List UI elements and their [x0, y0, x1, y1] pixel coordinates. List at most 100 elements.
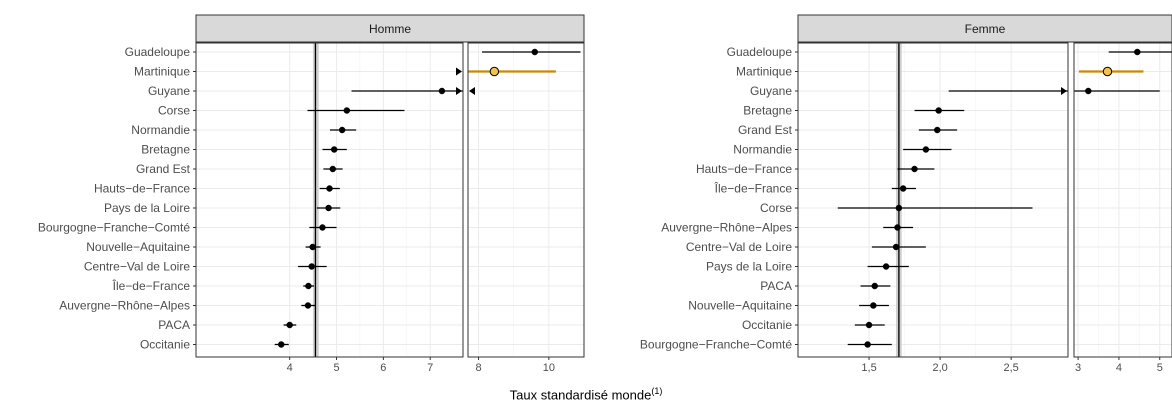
x-tick-label: 2,5 — [1004, 362, 1019, 374]
data-point — [329, 165, 337, 173]
category-label: Normandie — [733, 143, 792, 157]
category-label: Grand Est — [136, 162, 191, 176]
x-axis-title: Taux standardisé monde(1) — [0, 386, 1172, 402]
data-point — [934, 126, 941, 134]
data-point — [892, 243, 900, 251]
x-tick-label: 5 — [333, 362, 339, 374]
x-tick-label: 10 — [543, 362, 555, 374]
data-point — [286, 321, 293, 329]
facet-strip — [797, 14, 1172, 43]
data-point — [1134, 48, 1141, 56]
x-tick-label: 1,5 — [861, 362, 876, 374]
x-tick-label: 4 — [1116, 362, 1122, 374]
category-label: Corse — [158, 104, 190, 118]
x-axis-title-note: (1) — [651, 386, 663, 396]
category-label: Grand Est — [738, 123, 793, 137]
highlighted-point — [489, 66, 500, 77]
arrow-left-marker — [469, 87, 475, 95]
x-tick-label: 8 — [475, 362, 481, 374]
data-point — [1085, 87, 1092, 95]
data-point — [531, 48, 539, 56]
category-label: Bourgogne−Franche−Comté — [38, 221, 190, 235]
category-label: Martinique — [134, 65, 190, 79]
data-point — [438, 87, 446, 95]
category-label: Occitanie — [140, 338, 190, 352]
category-label: Pays de la Loire — [706, 260, 792, 274]
category-label: Normandie — [131, 123, 190, 137]
category-label: Bourgogne−Franche−Comté — [640, 338, 792, 352]
facet-strip — [195, 14, 585, 43]
arrow-right-marker — [1061, 87, 1067, 95]
inset-panel-border — [467, 42, 585, 358]
category-label: Occitanie — [742, 318, 792, 332]
data-point — [899, 185, 907, 192]
category-label: Pays de la Loire — [104, 201, 190, 215]
facet-femme: Femme 1,5 2,0 2,5 3 4 5 Guadeloupe Martinique Guy… — [640, 14, 1172, 374]
inset-panel-border — [1073, 42, 1172, 358]
category-label: Île−de−France — [714, 181, 793, 196]
category-label: Bretagne — [141, 143, 190, 157]
main-panel-border — [797, 42, 1069, 358]
data-point — [326, 185, 333, 192]
main-panel: 1,5 2,0 2,5 — [797, 42, 1069, 374]
main-panel-border — [195, 42, 464, 358]
data-point — [935, 107, 942, 114]
data-point — [895, 204, 903, 212]
x-tick-label: 5 — [1157, 362, 1163, 374]
inset-panel: 8 10 — [467, 42, 585, 374]
data-point — [343, 107, 351, 114]
category-label: Centre−Val de Loire — [84, 260, 191, 274]
category-label: Hauts−de−France — [94, 182, 190, 196]
data-point — [865, 321, 873, 329]
data-point — [922, 146, 930, 153]
category-label: PACA — [158, 318, 190, 332]
category-label: Centre−Val de Loire — [686, 240, 793, 254]
main-panel: 4 5 6 7 — [195, 42, 464, 374]
category-label: Île−de−France — [112, 278, 191, 293]
data-point — [325, 204, 332, 212]
data-point — [305, 282, 312, 290]
arrow-right-marker — [456, 87, 462, 95]
category-label: Hauts−de−France — [696, 162, 792, 176]
data-point — [330, 146, 338, 153]
data-point — [309, 243, 316, 251]
facet-homme: Homme 4 5 6 7 8 10 Guadeloupe Martinique Guyane Co… — [38, 14, 585, 374]
data-point — [278, 341, 285, 348]
category-label: Auvergne−Rhône−Alpes — [59, 299, 190, 313]
facet-strip-label: Homme — [369, 22, 411, 36]
category-label: Bretagne — [743, 104, 792, 118]
data-point — [338, 126, 346, 134]
category-label: Guyane — [148, 84, 190, 98]
main-panel-background — [196, 43, 463, 357]
facet-strip-label: Femme — [965, 22, 1006, 36]
inset-panel-background — [468, 43, 584, 357]
data-point — [882, 263, 890, 270]
category-label: Guyane — [750, 84, 792, 98]
inset-panel: 3 4 5 — [1073, 42, 1172, 374]
category-label: Nouvelle−Aquitaine — [86, 240, 190, 254]
category-label: Guadeloupe — [727, 45, 793, 59]
category-label: Martinique — [736, 65, 792, 79]
data-point — [304, 302, 312, 309]
data-point — [319, 224, 326, 231]
data-point — [870, 302, 877, 309]
inset-panel-background — [1074, 43, 1172, 357]
main-panel-background — [798, 43, 1068, 357]
x-tick-label: 6 — [380, 362, 386, 374]
x-tick-label: 7 — [427, 362, 433, 374]
data-point — [911, 165, 918, 173]
category-label: Guadeloupe — [125, 45, 191, 59]
x-tick-label: 2,0 — [932, 362, 947, 374]
x-tick-label: 4 — [287, 362, 293, 374]
highlighted-point — [1102, 66, 1113, 77]
category-label: PACA — [760, 279, 792, 293]
data-point — [871, 282, 878, 290]
data-point — [864, 341, 871, 348]
category-label: Auvergne−Rhône−Alpes — [661, 221, 792, 235]
x-axis-title-text: Taux standardisé monde — [509, 387, 652, 403]
data-point — [308, 263, 315, 270]
x-tick-label: 3 — [1075, 362, 1081, 374]
category-label: Nouvelle−Aquitaine — [688, 299, 792, 313]
arrow-right-marker — [456, 67, 462, 76]
